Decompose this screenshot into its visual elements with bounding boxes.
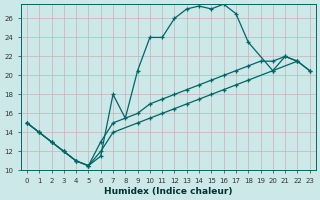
X-axis label: Humidex (Indice chaleur): Humidex (Indice chaleur) xyxy=(104,187,233,196)
